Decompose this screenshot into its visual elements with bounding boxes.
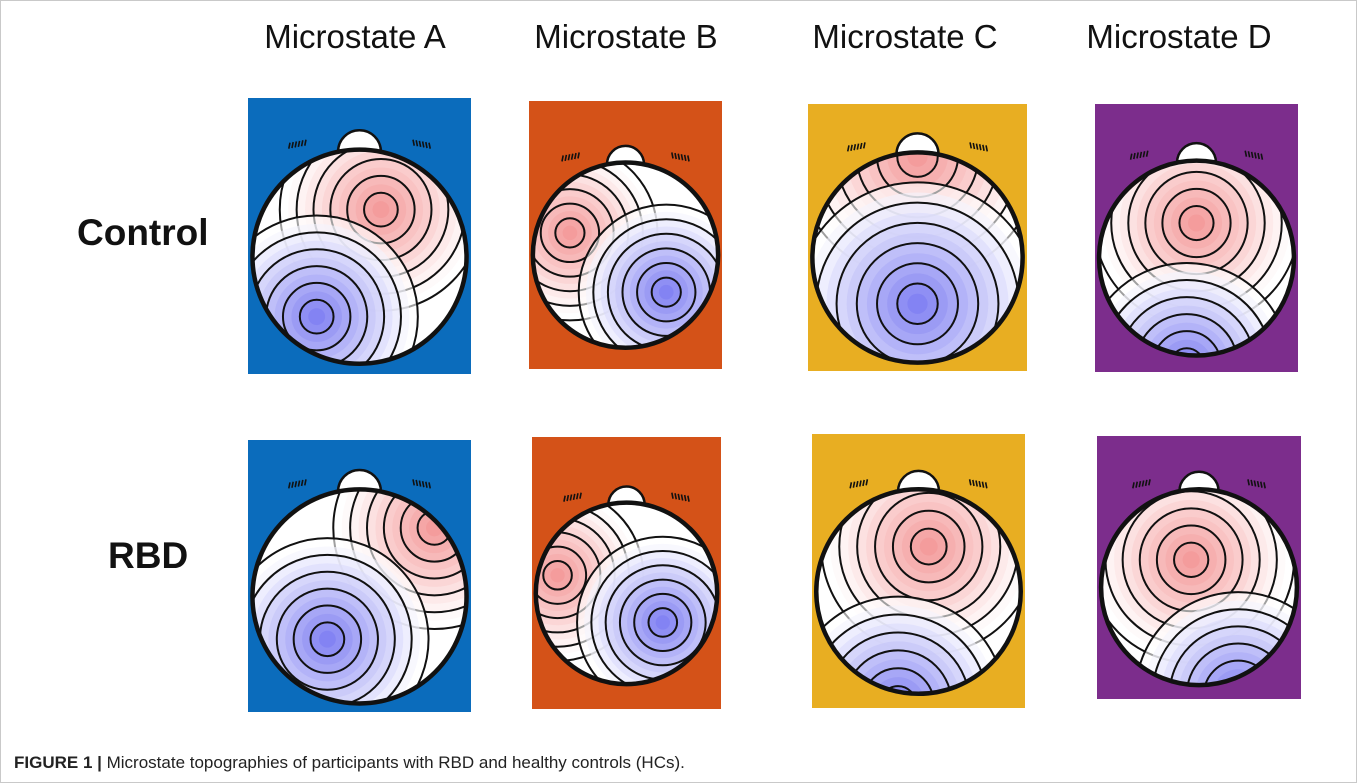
ear-ticks: [412, 139, 432, 149]
nose-shape: [1178, 470, 1220, 493]
nose-shape: [896, 469, 941, 493]
figure-caption-text: Microstate topographies of participants …: [101, 753, 685, 772]
column-title-microstate-b: Microstate B: [534, 18, 718, 55]
nose-shape: [336, 468, 383, 493]
ear-ticks: [287, 139, 307, 149]
topomap-control-microstate-d: [1095, 104, 1298, 372]
ear-ticks: [1132, 479, 1151, 489]
nose-shape: [336, 129, 383, 153]
ear-ticks: [846, 142, 866, 152]
ear-ticks: [671, 492, 690, 502]
nose-shape: [895, 132, 940, 156]
topomap-rbd-microstate-b: [532, 437, 721, 709]
ear-ticks: [671, 152, 690, 162]
ear-ticks: [287, 479, 307, 489]
row-label-control: Control: [77, 212, 209, 253]
topomap-control-microstate-a: [248, 98, 471, 374]
ear-ticks: [563, 492, 582, 502]
ear-ticks: [968, 479, 988, 489]
ear-ticks: [1247, 479, 1266, 489]
ear-ticks: [561, 152, 580, 162]
ear-ticks: [1129, 150, 1149, 160]
figure-label: FIGURE 1 |: [14, 753, 102, 772]
ear-ticks: [412, 479, 432, 489]
column-title-microstate-d: Microstate D: [1086, 18, 1272, 55]
potential-field: [535, 502, 718, 685]
topomap-control-microstate-c: [808, 104, 1027, 371]
nose-shape: [605, 144, 646, 166]
head-outline: [533, 500, 720, 687]
ear-ticks: [969, 142, 989, 152]
head-outline: [810, 150, 1025, 365]
head-outline: [1096, 158, 1297, 358]
head-outline: [814, 487, 1023, 697]
ear-ticks: [849, 479, 869, 489]
head-outline: [1098, 487, 1300, 688]
head-outline: [250, 147, 469, 366]
topomap-control-microstate-b: [529, 101, 722, 369]
ear-ticks: [1244, 150, 1264, 160]
row-label-rbd: RBD: [108, 535, 189, 576]
nose-shape: [1175, 142, 1218, 164]
column-title-microstate-c: Microstate C: [812, 18, 998, 55]
head-outline: [250, 487, 469, 706]
nose-shape: [607, 485, 646, 506]
head-outline: [530, 160, 721, 350]
figure-caption: FIGURE 1 | Microstate topographies of pa…: [14, 753, 685, 773]
topomap-rbd-microstate-c: [812, 434, 1025, 708]
topomap-rbd-microstate-a: [248, 440, 471, 712]
column-title-microstate-a: Microstate A: [264, 18, 446, 55]
topomap-rbd-microstate-d: [1097, 436, 1301, 699]
